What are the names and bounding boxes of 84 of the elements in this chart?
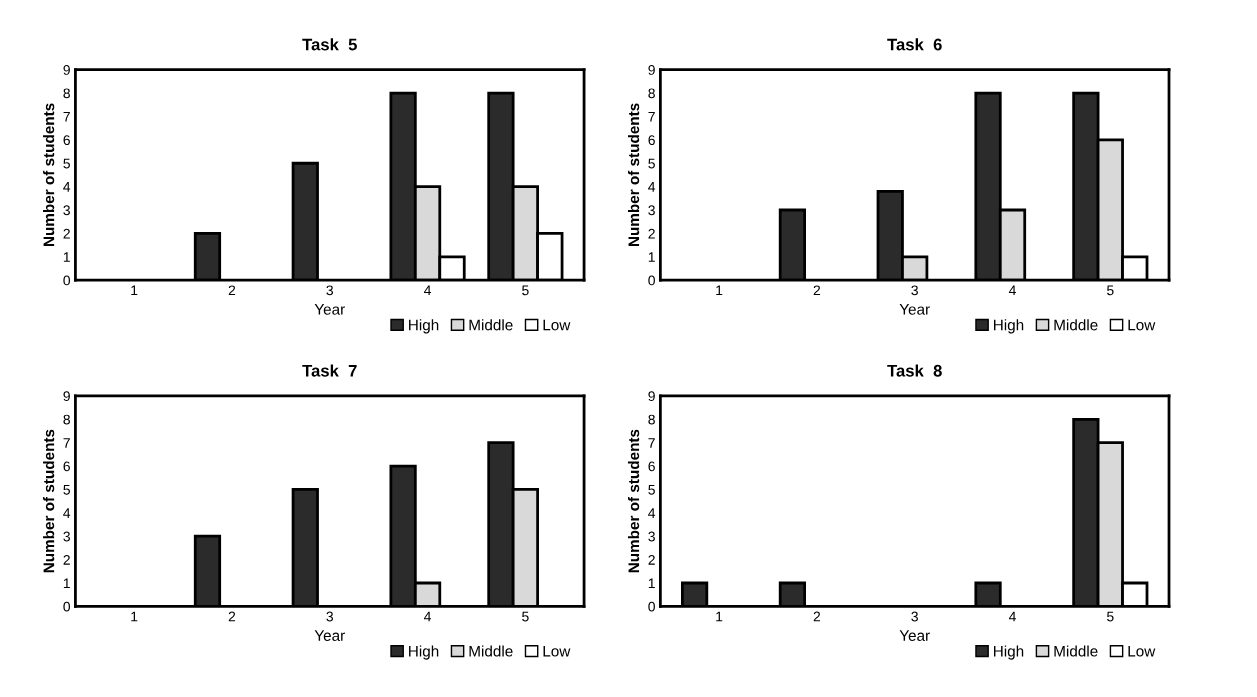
y-tick-label: 5: [648, 484, 655, 495]
y-tick-label: 5: [63, 158, 70, 169]
y-tick-label: 1: [63, 578, 70, 589]
legend-label: Low: [1128, 645, 1156, 657]
y-tick-label: 1: [648, 578, 655, 589]
y-axis-title: Number of students: [43, 429, 55, 573]
x-tick-label: 4: [424, 611, 432, 622]
x-tick-label: 2: [228, 285, 236, 296]
x-tick-label: 1: [131, 611, 138, 622]
x-axis-title: Year: [899, 304, 930, 315]
y-axis-title: Number of students: [627, 429, 640, 573]
x-tick-label: 1: [716, 285, 723, 296]
x-tick-label: 4: [1008, 611, 1016, 622]
legend-label: High: [409, 319, 439, 334]
y-tick-label: 7: [63, 111, 70, 122]
y-tick-label: 8: [63, 88, 70, 99]
y-axis-title: Number of students: [627, 103, 640, 247]
y-tick-label: 2: [63, 554, 70, 565]
y-tick-label: 5: [648, 158, 655, 169]
y-tick-label: 4: [63, 182, 71, 192]
y-tick-label: 7: [648, 438, 655, 448]
y-tick-label: 1: [63, 252, 70, 262]
x-tick-label: 3: [911, 611, 918, 622]
y-tick-label: 3: [63, 531, 70, 542]
legend-label: Middle: [469, 645, 513, 657]
x-axis-title: Year: [314, 630, 345, 641]
x-tick-label: 3: [326, 285, 333, 296]
y-tick-label: 5: [63, 484, 70, 495]
legend-label: High: [994, 645, 1024, 660]
y-tick-label: 0: [63, 601, 71, 612]
y-tick-label: 8: [648, 88, 655, 99]
chart-title: Task 6: [887, 38, 942, 51]
legend-label: Middle: [1054, 319, 1098, 331]
y-tick-label: 8: [63, 414, 70, 425]
x-tick-label: 1: [716, 611, 723, 622]
x-tick-label: 5: [1107, 285, 1114, 296]
y-tick-label: 6: [648, 461, 655, 472]
y-tick-label: 9: [648, 65, 655, 75]
y-tick-label: 9: [63, 391, 70, 402]
legend-label: Low: [1128, 319, 1156, 331]
chart-title: Task 8: [887, 364, 942, 377]
x-tick-label: 2: [813, 611, 821, 622]
x-tick-label: 3: [911, 285, 918, 296]
x-tick-label: 5: [1107, 611, 1114, 622]
legend-label: Low: [543, 319, 571, 331]
y-tick-label: 0: [63, 275, 71, 286]
y-tick-label: 4: [648, 182, 656, 192]
y-tick-label: 9: [63, 65, 70, 75]
x-tick-label: 1: [131, 285, 138, 296]
y-tick-label: 4: [648, 508, 656, 518]
chart-title: Task 5: [302, 38, 357, 51]
y-tick-label: 2: [648, 554, 655, 565]
x-tick-label: 3: [326, 611, 333, 622]
y-tick-label: 3: [648, 531, 655, 542]
y-tick-label: 7: [648, 111, 655, 122]
y-tick-label: 4: [63, 508, 71, 518]
legend-label: High: [994, 319, 1024, 334]
legend-label: Middle: [1054, 645, 1098, 657]
x-tick-label: 2: [813, 285, 821, 296]
y-tick-label: 1: [648, 252, 655, 262]
legend-label: Low: [543, 645, 571, 657]
y-tick-label: 6: [63, 135, 70, 146]
x-tick-label: 5: [522, 285, 529, 296]
y-tick-label: 7: [63, 438, 70, 448]
legend-label: High: [409, 645, 439, 660]
y-tick-label: 6: [63, 461, 70, 472]
y-tick-label: 2: [63, 228, 70, 239]
y-tick-label: 8: [648, 414, 655, 425]
legend-label: Middle: [469, 319, 513, 331]
x-tick-label: 4: [424, 285, 432, 296]
y-tick-label: 3: [63, 205, 70, 216]
y-tick-label: 0: [648, 601, 655, 612]
y-tick-label: 2: [648, 228, 655, 239]
x-axis-title: Year: [899, 630, 930, 641]
y-tick-label: 6: [648, 135, 655, 146]
x-tick-label: 5: [522, 611, 529, 622]
x-axis-title: Year: [314, 304, 345, 315]
y-tick-label: 0: [648, 275, 655, 286]
chart-title: Task 7: [302, 364, 357, 377]
y-tick-label: 3: [648, 205, 655, 216]
y-tick-label: 9: [648, 391, 655, 402]
y-axis-title: Number of students: [43, 103, 55, 247]
x-tick-label: 2: [228, 611, 236, 622]
x-tick-label: 4: [1008, 285, 1016, 296]
